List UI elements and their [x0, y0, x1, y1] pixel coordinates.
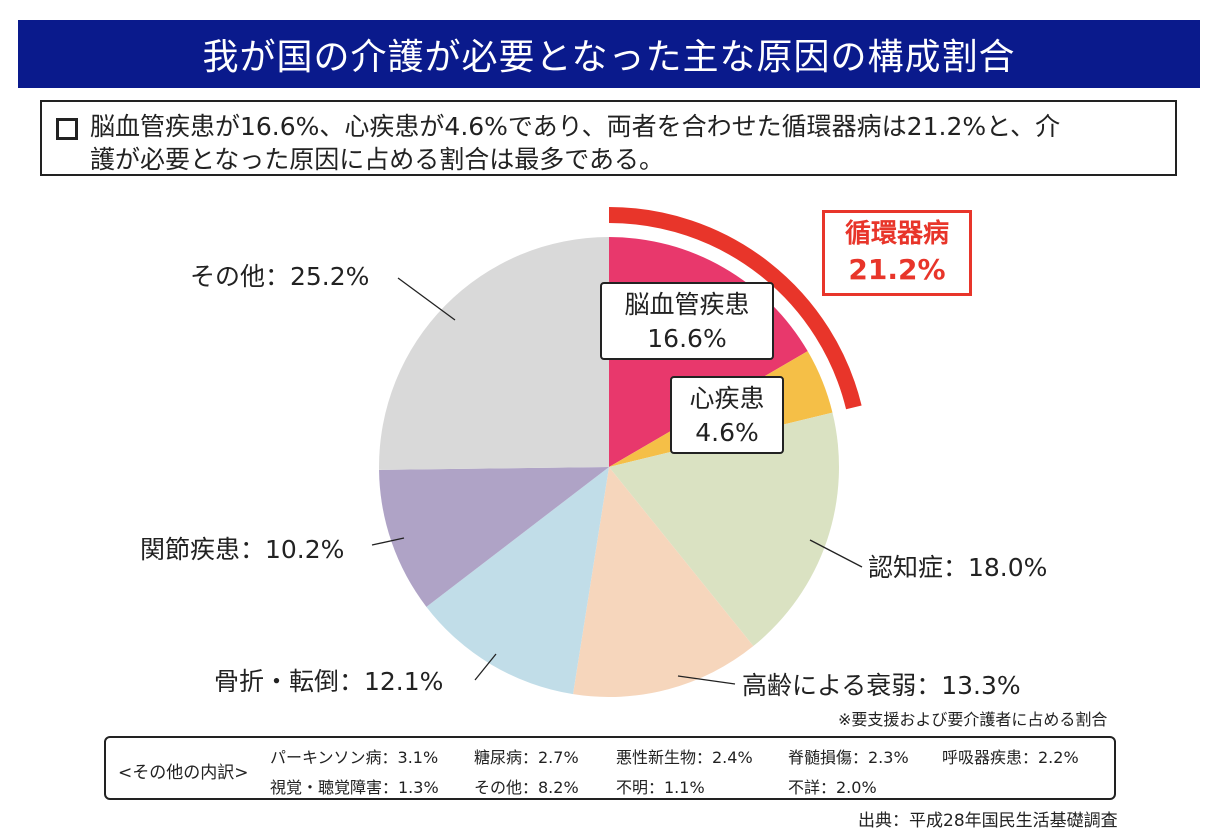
pie-slice-6	[379, 237, 609, 470]
slice-label-joint: 関節疾患：10.2%	[140, 535, 345, 564]
summary-box: 脳血管疾患が16.6%、心疾患が4.6%であり、両者を合わせた循環器病は21.2…	[40, 100, 1177, 176]
pie-slice-2	[609, 412, 839, 647]
breakdown-heading: <その他の内訳>	[118, 763, 249, 783]
other-breakdown-box: <その他の内訳> パーキンソン病：3.1% 糖尿病：2.7% 悪性新生物：2.4…	[104, 736, 1116, 800]
pie-slice-4	[426, 467, 609, 695]
scope-note: ※要支援および要介護者に占める割合	[838, 710, 1108, 729]
circulatory-highlight-arc	[608, 207, 862, 410]
breakdown-item: 不詳：2.0%	[788, 778, 877, 797]
summary-line-1: 脳血管疾患が16.6%、心疾患が4.6%であり、両者を合わせた循環器病は21.2…	[90, 112, 1061, 141]
slice-label-other: その他：25.2%	[190, 262, 370, 291]
pie-slice-3	[573, 467, 754, 697]
slice-value-heart: 4.6%	[695, 418, 759, 447]
page-title: 我が国の介護が必要となった主な原因の構成割合	[18, 20, 1200, 88]
leader-line-fracture	[474, 653, 497, 681]
slice-label-dementia: 認知症：18.0%	[868, 553, 1048, 582]
leader-line-joint	[371, 537, 405, 546]
leader-line-other	[397, 277, 456, 321]
breakdown-item: パーキンソン病：3.1%	[270, 748, 439, 767]
leader-lines	[371, 277, 863, 685]
slice-label-frailty: 高齢による衰弱：13.3%	[742, 671, 1021, 700]
breakdown-item: 視覚・聴覚障害：1.3%	[270, 778, 439, 797]
slice-value-cerebrovascular: 16.6%	[647, 324, 727, 353]
pie-slice-5	[379, 467, 609, 607]
source-citation: 出典：平成28年国民生活基礎調査	[858, 811, 1118, 831]
leader-line-dementia	[809, 539, 863, 568]
slice-label-heart: 心疾患	[689, 384, 765, 413]
summary-line-2: 護が必要となった原因に占める割合は最多である。	[90, 145, 665, 174]
circulatory-label: 循環器病	[844, 219, 949, 249]
slice-label-cerebrovascular: 脳血管疾患	[624, 290, 750, 319]
square-bullet-icon	[56, 118, 78, 140]
breakdown-item: 呼吸器疾患：2.2%	[942, 748, 1079, 767]
breakdown-item: 脊髄損傷：2.3%	[788, 748, 909, 767]
callout-cerebrovascular: 脳血管疾患 16.6%	[600, 282, 774, 360]
callout-heart: 心疾患 4.6%	[670, 376, 784, 454]
slice-label-fracture: 骨折・転倒：12.1%	[214, 667, 444, 696]
breakdown-item: 不明：1.1%	[616, 778, 705, 797]
circulatory-badge: 循環器病 21.2%	[822, 210, 972, 296]
breakdown-item: 悪性新生物：2.4%	[616, 748, 753, 767]
breakdown-item: その他：8.2%	[474, 778, 579, 797]
circulatory-value: 21.2%	[848, 253, 946, 286]
breakdown-item: 糖尿病：2.7%	[474, 748, 579, 767]
leader-line-frailty	[677, 675, 736, 685]
